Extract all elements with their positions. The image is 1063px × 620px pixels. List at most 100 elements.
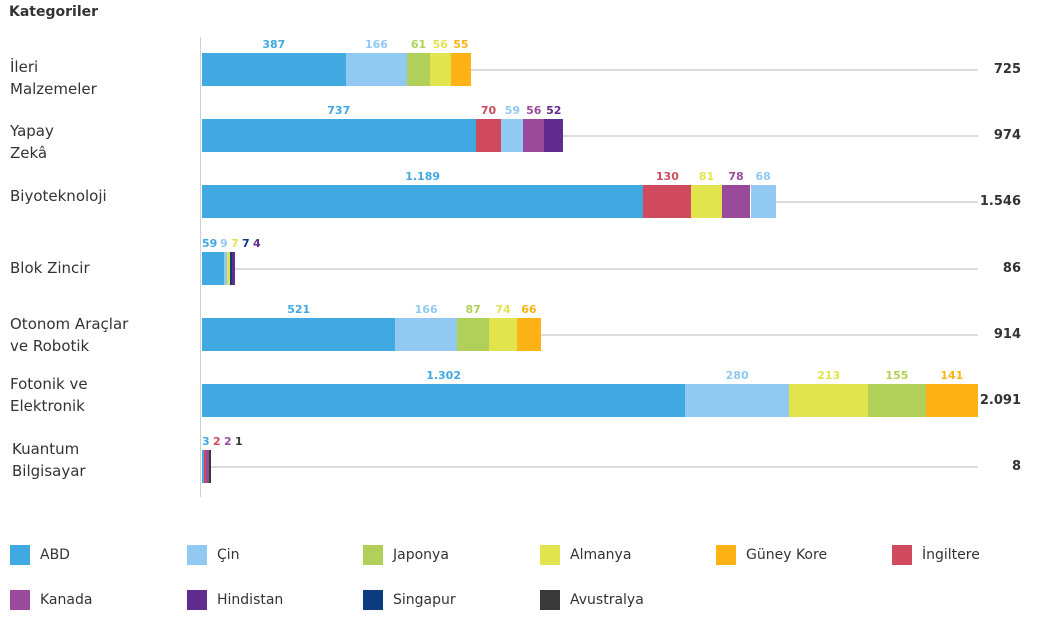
bar-segment-abd[interactable] [202,53,346,86]
data-label: 737 [327,104,351,117]
data-label: 52 [546,104,562,117]
legend-item[interactable]: Kanada [10,590,92,610]
data-label: 81 [698,170,715,183]
legend-label: Avustralya [570,592,644,608]
bar-segment-japonya[interactable] [407,53,430,86]
bar-segment-singapur[interactable] [229,252,233,285]
category-label: İleri Malzemeler [10,58,97,98]
category-label: Kuantum Bilgisayar [12,440,86,480]
data-label: 59 [504,104,521,117]
bar-segment-çin[interactable] [395,318,457,351]
data-label: 61 [410,38,427,51]
bar-segment-çin[interactable] [685,384,790,417]
bar-segment-i̇ngiltere[interactable] [643,185,692,218]
legend-item[interactable]: İngiltere [892,545,980,565]
legend-item[interactable]: Güney Kore [716,545,827,565]
category-label: Blok Zincir [10,259,90,277]
data-label: 56 [432,38,448,51]
bar-segment-almanya[interactable] [789,384,869,417]
legend-item[interactable]: Almanya [540,545,631,565]
data-label: 387 [262,38,286,51]
bar-segment-japonya[interactable] [456,318,490,351]
data-label: 155 [885,369,909,382]
bar-segment-abd[interactable] [202,185,644,218]
bar-segment-kanada[interactable] [523,119,545,152]
total-label: 725 [993,62,1021,77]
bar-segment-çin[interactable] [501,119,524,152]
bar-segment-avustralya[interactable] [208,450,211,483]
legend-item[interactable]: Hindistan [187,590,283,610]
legend-label: Güney Kore [746,547,828,563]
data-label: 2 [224,435,232,448]
bar-segment-kanada[interactable] [206,450,209,483]
data-label: 2 [213,435,221,448]
bar-segment-güney-kore[interactable] [925,384,978,417]
legend-label: Singapur [393,592,456,608]
bar-segment-japonya[interactable] [868,384,926,417]
category-label: Otonom Araçlar ve Robotik [10,315,129,355]
bar-segment-güney-kore[interactable] [516,318,542,351]
data-label: 130 [655,170,679,183]
legend-swatch [540,545,560,565]
bar-segment-i̇ngiltere[interactable] [475,119,502,152]
data-label: 68 [755,170,771,183]
legend-swatch [187,590,207,610]
legend-label: Japonya [393,547,449,563]
total-label: 974 [993,128,1021,143]
bar-segment-çin[interactable] [223,252,228,285]
legend-item[interactable]: Avustralya [540,590,644,610]
bar-segment-almanya[interactable] [227,252,230,285]
bar-segment-abd[interactable] [202,119,476,152]
data-label: 9 [220,237,228,250]
data-label: 141 [940,369,964,382]
bar-segment-i̇ngiltere[interactable] [204,450,207,483]
bar-segment-kanada[interactable] [721,185,751,218]
data-label: 1 [235,435,243,448]
data-label: 7 [242,237,250,250]
legend-label: İngiltere [922,547,980,563]
data-label: 55 [453,38,469,51]
legend-swatch [363,545,383,565]
category-label: Biyoteknoloji [10,187,107,205]
bar-segment-çin[interactable] [750,185,776,218]
data-label: 521 [287,303,311,316]
legend-item[interactable]: Çin [187,545,240,565]
data-label: 166 [414,303,438,316]
data-label: 59 [202,237,218,250]
legend-label: Almanya [570,547,632,563]
bar-segment-güney-kore[interactable] [450,53,472,86]
row-guide-line [563,135,978,137]
category-axis-line [200,37,201,497]
legend-item[interactable]: Singapur [363,590,456,610]
bar-segment-çin[interactable] [345,53,408,86]
data-label: 70 [480,104,497,117]
legend-label: Hindistan [217,592,284,608]
bar-segment-almanya[interactable] [429,53,451,86]
legend-item[interactable]: Japonya [363,545,449,565]
category-label: Fotonik ve Elektronik [10,375,88,415]
bar-segment-abd[interactable] [202,450,205,483]
bar-segment-hindistan[interactable] [544,119,564,152]
total-label: 914 [993,327,1021,342]
data-label: 213 [817,369,841,382]
total-label: 1.546 [979,194,1021,209]
legend-swatch [540,590,560,610]
total-label: 8 [1011,459,1021,474]
bar-segment-almanya[interactable] [691,185,722,218]
data-label: 1.302 [426,369,461,382]
legend-label: ABD [40,547,70,563]
row-guide-line [471,69,978,71]
total-label: 86 [1002,261,1021,276]
bar-segment-hindistan[interactable] [232,252,235,285]
row-guide-line [204,466,978,468]
bar-segment-abd[interactable] [202,384,686,417]
data-label: 78 [728,170,744,183]
bar-segment-almanya[interactable] [489,318,517,351]
data-label: 3 [202,435,210,448]
total-label: 2.091 [979,393,1021,408]
row-guide-line [775,201,978,203]
data-label: 56 [526,104,542,117]
legend-item[interactable]: ABD [10,545,70,565]
bar-segment-abd[interactable] [202,252,224,285]
bar-segment-abd[interactable] [202,318,396,351]
